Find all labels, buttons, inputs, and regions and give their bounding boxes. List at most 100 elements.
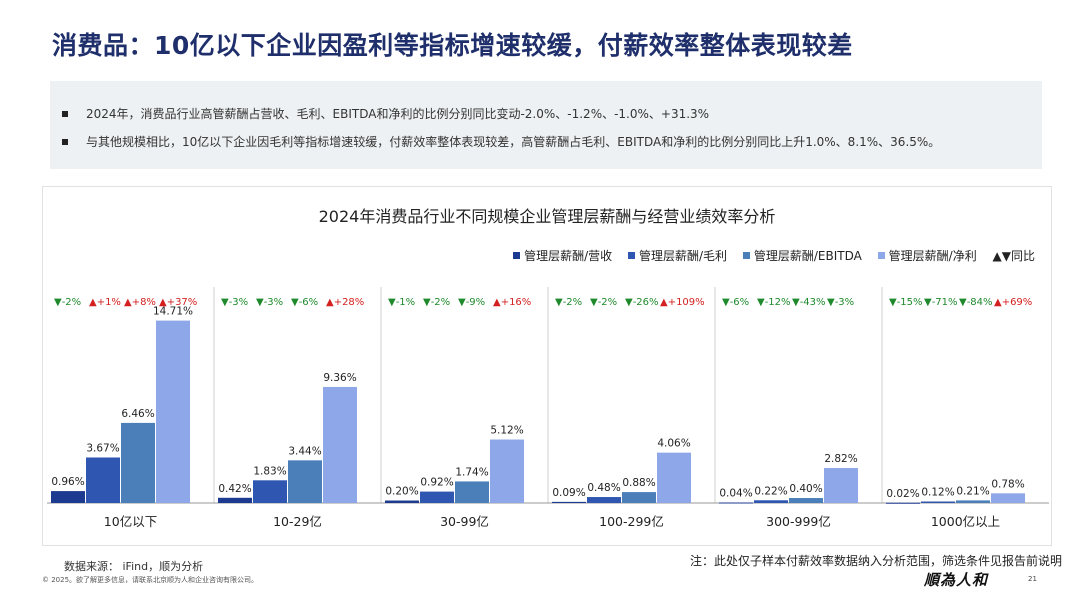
bar [754, 500, 788, 503]
bar [956, 500, 990, 503]
bar [253, 480, 287, 503]
bar-value-label: 4.06% [657, 438, 690, 450]
data-source: 数据来源： iFind，顺为分析 [64, 560, 204, 573]
bar [490, 439, 524, 503]
bar [51, 491, 85, 503]
yoy-change-label: ▼-43% [792, 297, 826, 308]
yoy-change-label: ▼-3% [827, 297, 854, 308]
category-label: 300-999亿 [766, 514, 831, 529]
bar [921, 501, 955, 503]
bar-value-label: 2.82% [824, 453, 857, 465]
bar [121, 422, 155, 503]
page-title: 消费品：10亿以下企业因盈利等指标增速较缓，付薪效率整体表现较差 [52, 31, 853, 60]
yoy-change-label: ▼-2% [555, 297, 582, 308]
yoy-change-label: ▼-6% [722, 297, 749, 308]
bar-value-label: 3.67% [86, 442, 119, 454]
legend-item-gross-profit: 管理层薪酬/毛利 [627, 247, 728, 264]
bar-value-label: 0.88% [622, 477, 655, 489]
page-number: 21 [1028, 575, 1037, 583]
footnote: 注：此处仅子样本付薪效率数据纳入分析范围，筛选条件见报告前说明 [689, 554, 1062, 568]
yoy-change-label: ▲+109% [660, 297, 705, 308]
yoy-change-label: ▼-12% [757, 297, 791, 308]
legend-label: 管理层薪酬/EBITDA [753, 249, 862, 263]
legend-swatch [877, 252, 885, 259]
bar [719, 502, 753, 504]
summary-bullet: 与其他规模相比，10亿以下企业因毛利等指标增速较缓，付薪效率整体表现较差，高管薪… [62, 133, 940, 150]
bar-value-label: 14.71% [153, 306, 193, 318]
chart-card: ▼-2% ▲+1% ▲+8% ▲+37% 0.96% 3.67% 6.46% 14.71% 10… [42, 186, 1052, 546]
bar-value-label: 0.09% [552, 487, 585, 499]
bar-value-label: 6.46% [121, 408, 154, 420]
bar-value-label: 0.92% [420, 477, 453, 489]
chart-title: 2024年消费品行业不同规模企业管理层薪酬与经营业绩效率分析 [318, 207, 776, 226]
bar-value-label: 0.21% [956, 485, 989, 497]
bar [622, 492, 656, 503]
bar [218, 497, 252, 503]
legend-swatch [513, 252, 521, 259]
yoy-change-label: ▼-9% [458, 297, 485, 308]
legend-label: ▲▼同比 [992, 249, 1035, 263]
yoy-change-label: ▼-3% [256, 297, 283, 308]
bar [86, 457, 120, 503]
copyright: © 2025。欲了解更多信息，请联系北京顺为人和企业咨询有限公司。 [42, 576, 259, 584]
bar-value-label: 9.36% [323, 372, 356, 384]
yoy-change-label: ▼-1% [388, 297, 415, 308]
bar-value-label: 0.22% [754, 485, 787, 497]
bar-value-label: 0.40% [789, 483, 822, 495]
yoy-change-label: ▼-2% [54, 297, 81, 308]
bar-chart: ▼-2% ▲+1% ▲+8% ▲+37% 0.96% 3.67% 6.46% 14.71% 10… [47, 287, 1049, 529]
bullet-square-icon [62, 110, 68, 117]
category-label: 100-299亿 [599, 514, 664, 529]
legend-label: 管理层薪酬/毛利 [638, 249, 728, 263]
yoy-change-label: ▼-26% [625, 297, 659, 308]
yoy-change-label: ▼-6% [291, 297, 318, 308]
bar [824, 468, 858, 503]
bar [156, 320, 190, 503]
bar-value-label: 0.04% [719, 488, 752, 500]
bar [789, 498, 823, 503]
yoy-change-label: ▲+28% [326, 297, 364, 308]
yoy-change-label: ▼-2% [423, 297, 450, 308]
bar [385, 500, 419, 503]
yoy-change-label: ▲+69% [994, 297, 1032, 308]
bar-value-label: 0.42% [218, 483, 251, 495]
legend-swatch [627, 252, 635, 259]
bar-value-label: 1.83% [253, 465, 286, 477]
summary-bullet: 2024年，消费品行业高管薪酬占营收、毛利、EBITDA和净利的比例分别同比变动… [62, 105, 709, 122]
bar [323, 386, 357, 503]
yoy-change-label: ▼-3% [221, 297, 248, 308]
legend-item-yoy: ▲▼同比 [993, 247, 1035, 264]
yoy-change-label: ▼-71% [924, 297, 958, 308]
yoy-change-label: ▲+1% [89, 297, 121, 308]
bullet-square-icon [62, 138, 68, 145]
legend-item-ebitda: 管理层薪酬/EBITDA [742, 247, 862, 264]
chart-legend: 管理层薪酬/营收 管理层薪酬/毛利 管理层薪酬/EBITDA 管理层薪酬/净利 … [501, 247, 1035, 264]
brand-logo: 順為人和 [924, 571, 989, 589]
category-label: 10亿以下 [104, 514, 157, 529]
bar [657, 452, 691, 503]
bar [420, 491, 454, 503]
bar-value-label: 0.20% [385, 486, 418, 498]
bar-value-label: 5.12% [490, 425, 523, 437]
bar-value-label: 1.74% [455, 466, 488, 478]
legend-swatch [742, 252, 750, 259]
legend-label: 管理层薪酬/净利 [888, 249, 977, 263]
summary-box: 2024年，消费品行业高管薪酬占营收、毛利、EBITDA和净利的比例分别同比变动… [50, 81, 1042, 169]
summary-bullet-text: 与其他规模相比，10亿以下企业因毛利等指标增速较缓，付薪效率整体表现较差，高管薪… [86, 135, 941, 149]
yoy-change-label: ▲+8% [124, 297, 156, 308]
bar [455, 481, 489, 503]
yoy-change-label: ▲+37% [159, 297, 197, 308]
legend-item-revenue: 管理层薪酬/营收 [513, 247, 612, 264]
bar [552, 501, 586, 503]
yoy-change-label: ▼-15% [889, 297, 923, 308]
yoy-change-label: ▼-84% [959, 297, 993, 308]
bar-value-label: 3.44% [288, 445, 321, 457]
bar-value-label: 0.12% [921, 487, 954, 499]
legend-item-net-profit: 管理层薪酬/净利 [877, 247, 977, 264]
yoy-change-label: ▼-2% [590, 297, 617, 308]
bar-value-label: 0.48% [587, 482, 620, 494]
category-label: 30-99亿 [440, 514, 489, 529]
bar-value-label: 0.96% [51, 476, 84, 488]
bar [587, 497, 621, 503]
bar-value-label: 0.02% [886, 488, 919, 500]
